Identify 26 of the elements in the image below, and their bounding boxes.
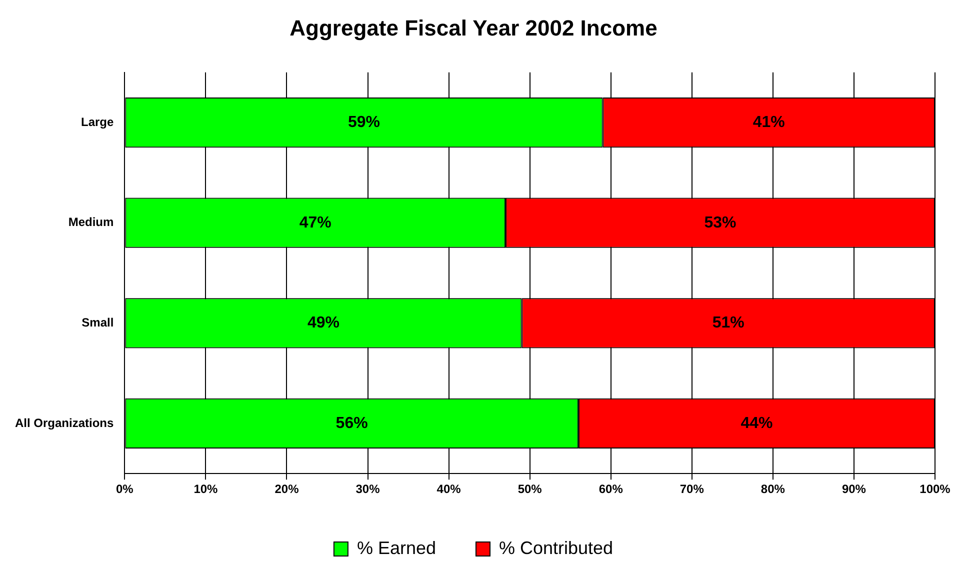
y-tick-label: Medium — [68, 215, 114, 230]
data-label: 53% — [704, 214, 736, 232]
y-tick-label: Large — [80, 114, 114, 129]
legend-label: % Earned — [356, 538, 436, 558]
x-tick-label: 70% — [680, 482, 704, 496]
x-tick-label: 100% — [920, 482, 951, 496]
x-tick-label: 60% — [598, 482, 624, 496]
x-tick-label: 10% — [194, 482, 218, 496]
chart-title: Aggregate Fiscal Year 2002 Income — [290, 15, 658, 40]
x-tick-label: 50% — [518, 482, 542, 496]
x-tick-label: 40% — [436, 482, 462, 496]
data-label: 59% — [348, 114, 380, 131]
y-tick-label: Small — [82, 315, 114, 330]
x-tick-label: 90% — [842, 482, 866, 496]
data-label: 41% — [752, 114, 785, 131]
data-label: 44% — [740, 414, 773, 432]
x-tick-label: 80% — [760, 482, 786, 496]
data-label: 56% — [336, 414, 368, 432]
x-tick-label: 20% — [274, 482, 300, 496]
data-label: 47% — [299, 214, 332, 232]
data-label: 51% — [712, 314, 744, 332]
y-tick-label: All Organizations — [14, 416, 114, 430]
x-tick-label: 30% — [356, 482, 380, 496]
legend-label: % Contributed — [498, 538, 614, 558]
data-label: 49% — [307, 314, 340, 332]
x-tick-label: 0% — [116, 482, 134, 496]
